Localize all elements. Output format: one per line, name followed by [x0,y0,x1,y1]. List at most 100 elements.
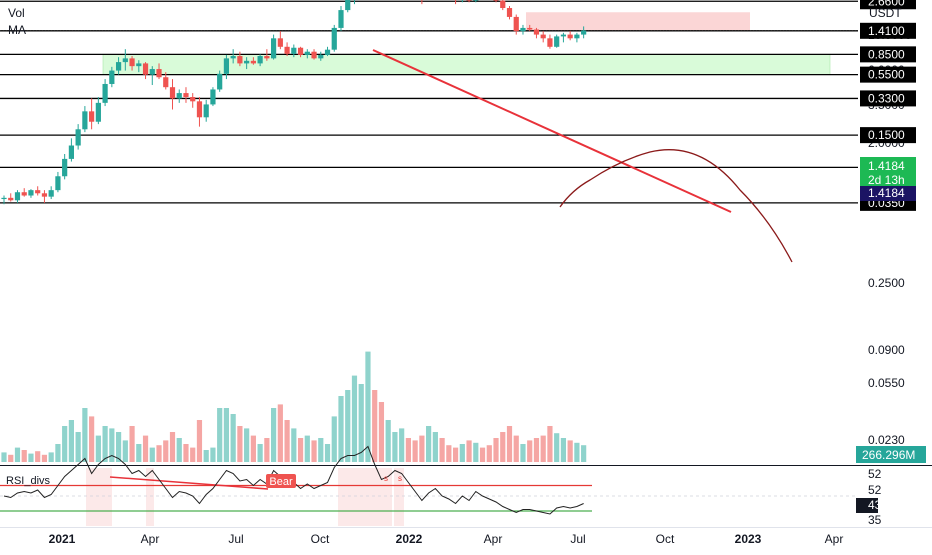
candle-body [473,0,479,1]
volume-bar [486,445,492,462]
candle-body [493,0,499,1]
volume-bar [318,438,324,462]
volume-bar [385,420,391,462]
volume-bar [102,426,108,462]
volume-bar [28,453,34,462]
volume-tag-text: 266.296M [862,448,915,462]
candle-body [237,56,243,64]
volume-bar [466,440,472,462]
current-price-tag [860,157,916,187]
level-price-tag-text: 0.3300 [868,91,905,105]
volume-bar [506,426,513,462]
candle-body [264,56,270,59]
volume-bar [82,408,88,462]
candle-body [581,30,587,35]
candle-body [163,77,169,88]
candle-body [271,38,277,59]
volume-bar [271,408,277,462]
candle-body [102,83,108,103]
volume-bar [115,432,122,462]
volume-bar [560,438,567,462]
rsi-pane-layer: Bear s s RSI_divs [0,445,858,526]
volume-bar [554,433,560,462]
level-price-tag-text: 0.8500 [868,47,905,61]
rsi-highlight-band [386,468,392,526]
time-tick: Apr [825,532,844,546]
candle-body [95,102,101,122]
price-tick: 0.2500 [868,276,905,290]
volume-bar [21,450,27,462]
horizontal-levels-layer [0,0,858,204]
candle-body [533,29,540,35]
level-price-tag [860,90,916,107]
volume-bar [250,435,256,462]
currency-label: USDT [869,6,902,20]
candle-body [156,69,162,78]
volume-bar [446,445,452,462]
level-price-tag [860,22,916,39]
volume-bar [257,444,263,462]
volume-bar [284,420,290,462]
volume-bar [540,435,546,462]
volume-bar [473,442,479,462]
level-price-tag [860,0,916,10]
volume-bar [8,454,14,462]
current-price-text-2: 1.4184 [868,186,905,200]
candle-body [345,0,351,11]
volume-bar [392,432,398,462]
time-tick: 2022 [396,532,423,546]
volume-bar [95,435,101,462]
candle-body [14,192,21,201]
volume-bar [459,444,465,462]
volume-bar [520,444,526,462]
candle-body [75,129,81,146]
pane-divider-layer [0,465,932,528]
volume-bar [297,438,304,462]
candle-body [210,89,216,105]
volume-bar [190,447,196,462]
rsi-signal-marker: s [398,474,402,483]
volume-bar [378,402,385,462]
bear-label-box [266,474,296,488]
volume-bar [399,428,405,462]
candle-body [244,60,250,64]
time-tick: Jul [570,532,585,546]
volume-bar [439,438,445,462]
volume-bar [405,438,411,462]
support-zone [102,54,831,75]
candle-body [8,197,14,201]
volume-bar [48,452,54,462]
candle-body [520,27,526,32]
candle-body [48,190,54,197]
countdown-text: 2d 13h [868,173,905,187]
candle-body [196,101,203,118]
volume-bar [210,447,216,462]
candle-body [217,73,223,90]
candles-layer [1,0,587,205]
volume-bar [223,408,230,462]
time-tick: Apr [141,532,160,546]
volume-bar [351,375,358,462]
candle-body [21,192,27,196]
volume-bar [358,384,364,462]
candle-body [318,54,324,59]
candle-body [35,190,41,194]
volume-bar [493,438,499,462]
candle-body [223,58,230,74]
candle-body [331,27,337,50]
projection-arc [559,149,793,263]
time-tick: 2023 [735,532,762,546]
current-price-tag-2 [860,186,916,201]
volume-bar [122,440,128,462]
price-tick: 0.0230 [868,433,905,447]
candle-body [122,58,128,63]
candle-body [89,111,95,122]
current-price-text: 1.4184 [868,159,905,173]
level-price-tag [860,127,916,144]
volume-bar [500,432,506,462]
candle-body [183,93,189,98]
candle-body [311,51,317,59]
volume-bar [129,426,135,462]
